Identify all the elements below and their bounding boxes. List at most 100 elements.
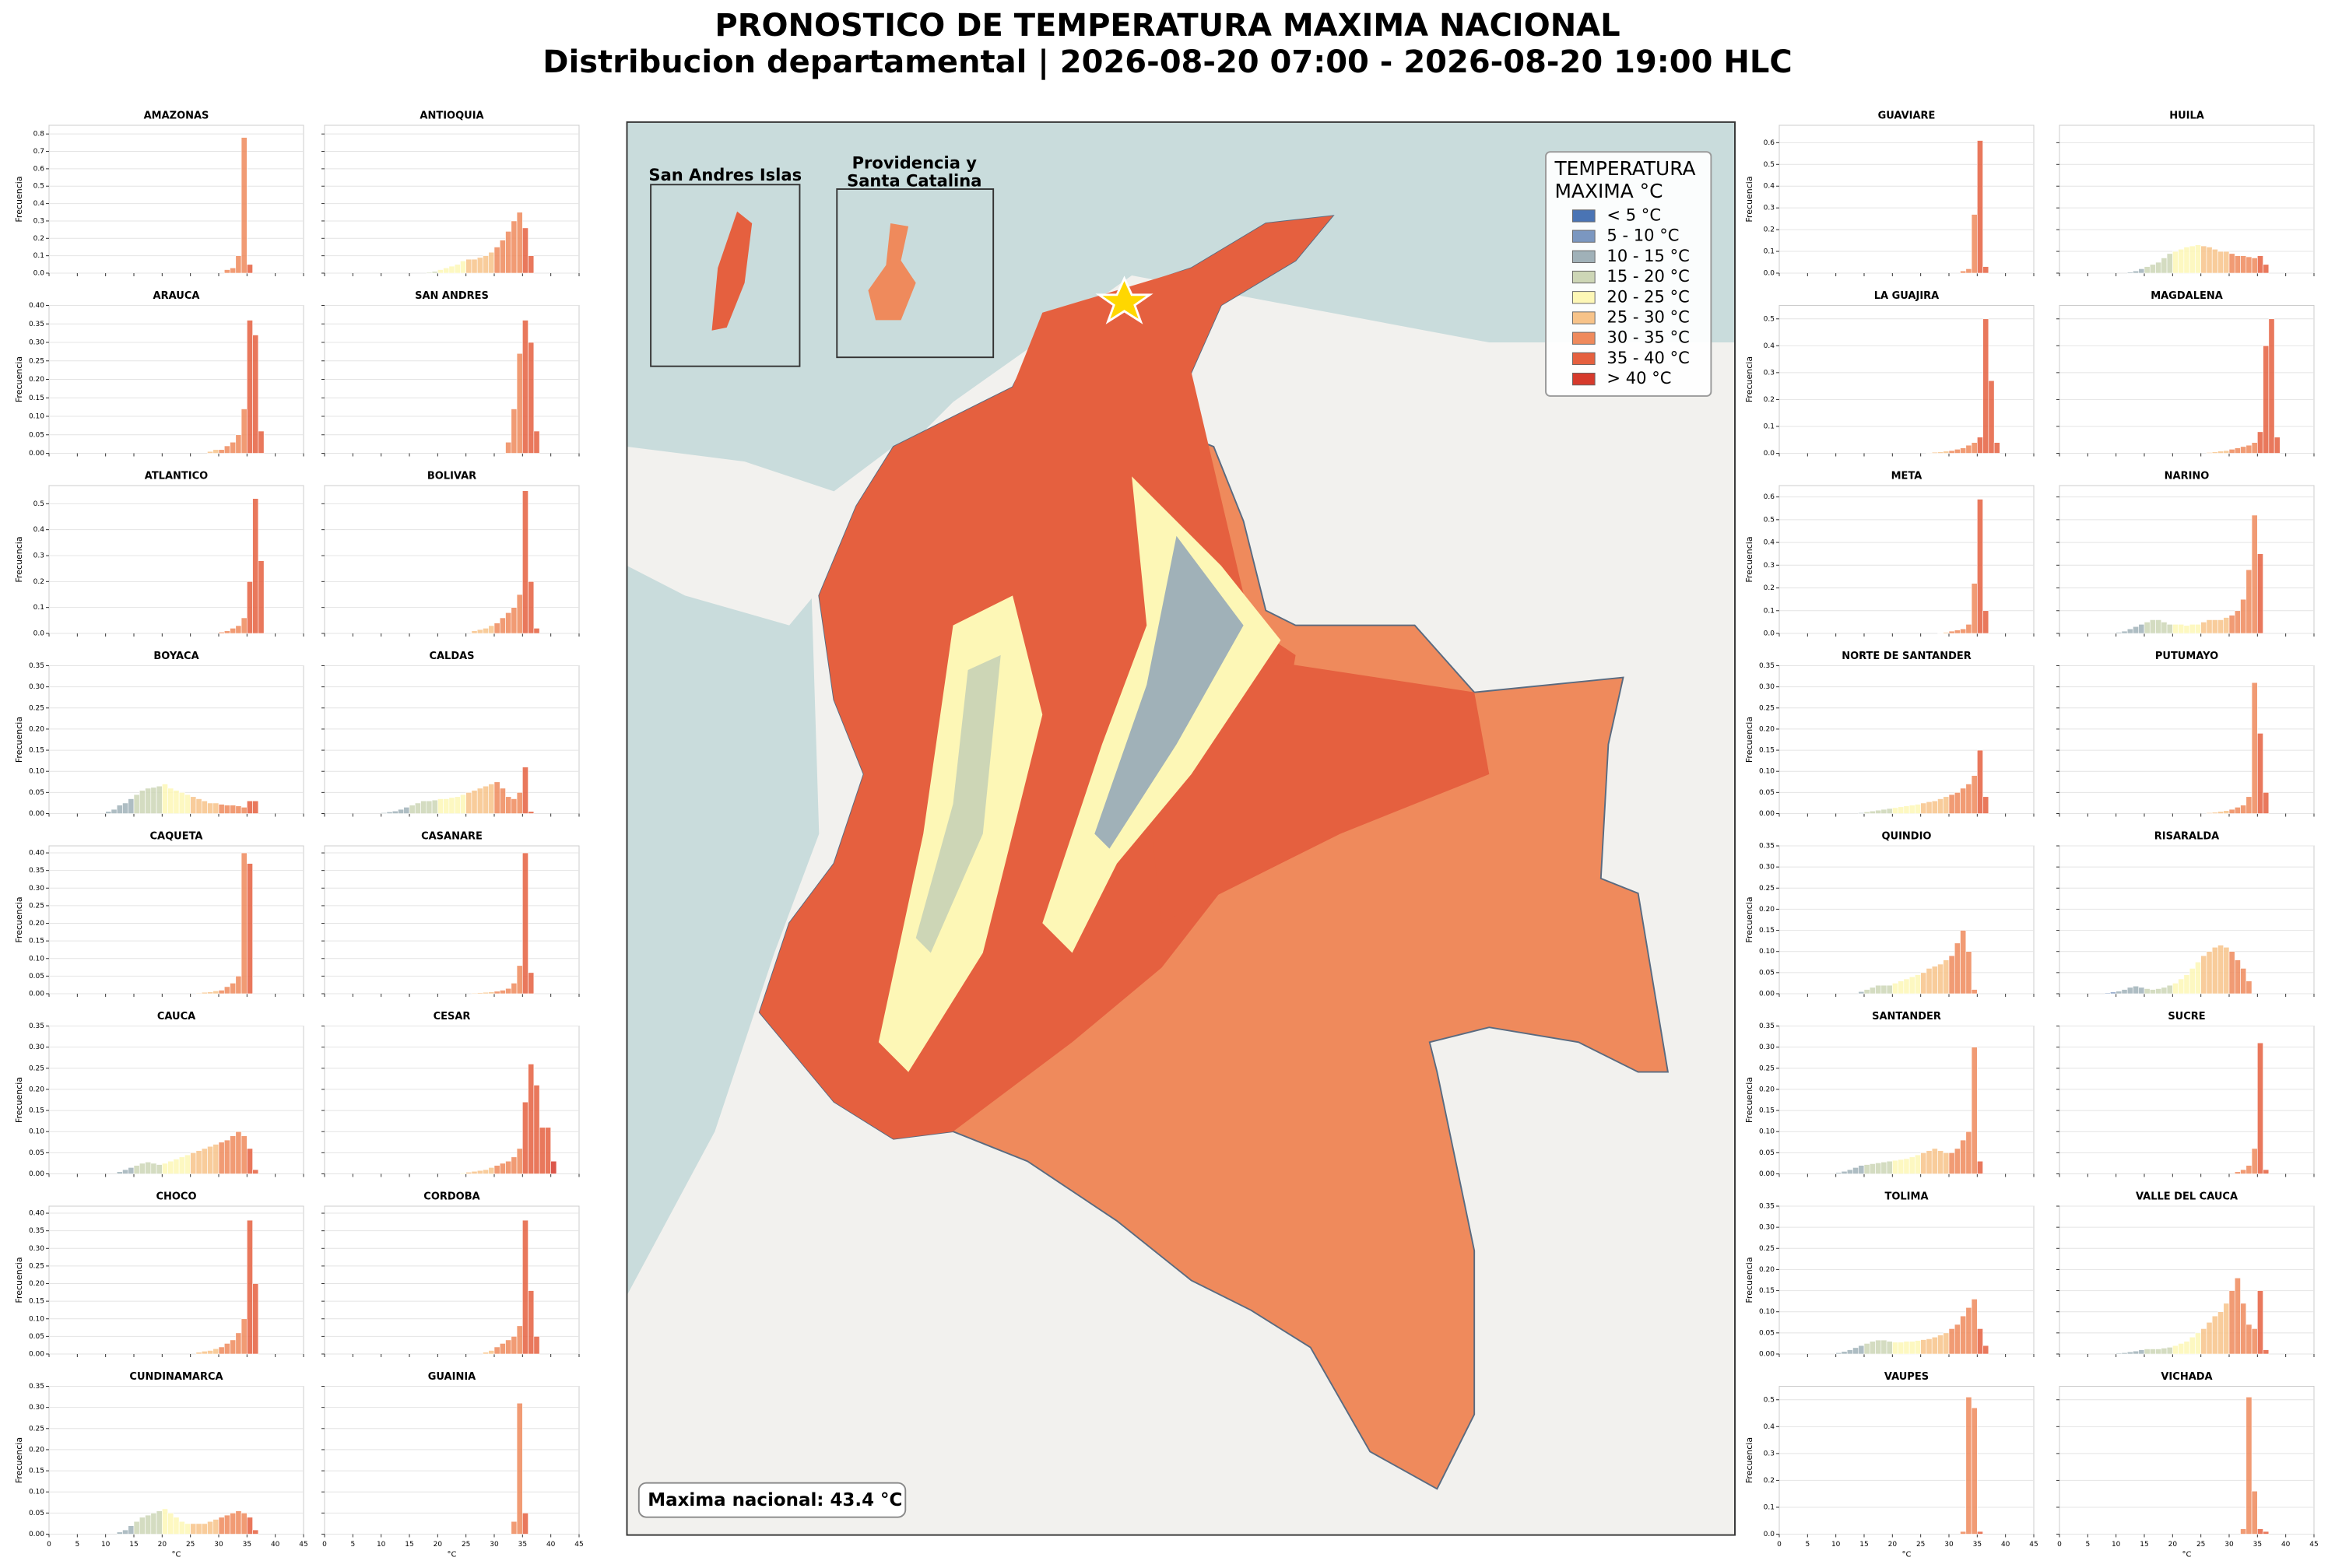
y-tick-label: 0.15: [29, 1468, 44, 1475]
panel-title: PUTUMAYO: [2155, 651, 2218, 662]
histogram: CUNDINAMARCA 0.00 0.05 0.10 0.15 0.20 0.25 0.30…: [14, 1371, 308, 1559]
y-tick-label: 0.05: [1759, 1149, 1775, 1157]
bar: [2217, 811, 2224, 814]
bar: [2155, 261, 2162, 274]
bar: [528, 972, 535, 994]
bar: [139, 790, 146, 814]
bar: [1965, 268, 1972, 274]
bar: [1903, 805, 1910, 814]
panel-title: CORDOBA: [423, 1191, 479, 1203]
bar: [1960, 930, 1967, 994]
bar: [247, 863, 253, 994]
y-tick-label: 0.7: [33, 148, 44, 156]
bar: [1846, 1349, 1853, 1355]
bar: [173, 1517, 180, 1535]
legend-swatch: [1571, 372, 1596, 386]
bar: [437, 269, 444, 274]
bar: [139, 1517, 146, 1535]
plot-area: [48, 125, 304, 274]
bar: [1982, 796, 1989, 814]
bar: [528, 1064, 535, 1174]
bar: [2263, 1349, 2270, 1355]
bar: [2183, 247, 2190, 274]
bar: [2206, 812, 2213, 814]
legend-label: 5 - 10 °C: [1606, 226, 1679, 245]
bar: [1926, 968, 1933, 994]
bar: [201, 1148, 208, 1174]
panel-title: ARAUCA: [153, 290, 200, 302]
max-marker: [1095, 275, 1153, 324]
bar: [2257, 1528, 2263, 1535]
bar: [2178, 1343, 2185, 1355]
plot-area: [48, 845, 304, 994]
bar: [2189, 968, 2196, 994]
bar: [1863, 1164, 1870, 1174]
histogram: RISARALDA: [2056, 831, 2315, 997]
panel-title: CASANARE: [421, 831, 483, 843]
bar: [252, 498, 259, 634]
plot-area: [2059, 1386, 2315, 1535]
bar: [1926, 1338, 1933, 1355]
y-tick-label: 0.30: [29, 885, 44, 893]
bar: [2245, 256, 2252, 274]
x-tick-label: 5: [75, 1541, 79, 1549]
y-axis-label: Frecuencia: [14, 1437, 24, 1483]
bar: [2240, 446, 2247, 454]
bar: [2155, 619, 2162, 634]
plot-area: [1778, 485, 2035, 634]
bar: [2245, 796, 2252, 814]
bar: [156, 1164, 163, 1174]
bar: [2251, 682, 2258, 814]
y-tick-label: 0.15: [1759, 747, 1775, 755]
bar: [2217, 251, 2224, 274]
bar: [522, 227, 528, 274]
x-tick-label: 15: [1859, 1541, 1868, 1549]
bar: [1954, 1148, 1961, 1174]
bar: [201, 1523, 208, 1535]
bar: [431, 799, 438, 814]
bar: [1954, 630, 1961, 634]
bar: [2138, 624, 2145, 634]
bar: [1931, 451, 1938, 454]
bar: [2268, 318, 2275, 454]
bar: [2263, 346, 2270, 454]
x-tick-label: 25: [2196, 1541, 2205, 1549]
bar: [1886, 808, 1893, 814]
panel-title: NORTE DE SANTANDER: [1842, 651, 1972, 662]
x-tick-label: 20: [1888, 1541, 1898, 1549]
x-tick-label: 45: [574, 1541, 583, 1549]
x-tick-label: 35: [518, 1541, 527, 1549]
map-frame: [626, 121, 1736, 1536]
y-tick-label: 0.20: [29, 376, 44, 384]
plot-area: [1778, 1026, 2035, 1174]
bar: [2257, 431, 2263, 454]
bar: [522, 320, 528, 454]
y-tick-label: 0.30: [1759, 1044, 1775, 1051]
plot-area: [2059, 1026, 2315, 1174]
bar: [145, 1162, 152, 1174]
y-tick-label: 0.30: [29, 683, 44, 691]
y-axis-label: Frecuencia: [14, 1077, 24, 1123]
bar: [2257, 255, 2263, 274]
y-tick-label: 0.25: [1759, 704, 1775, 712]
plot-area: [324, 1386, 580, 1535]
y-tick-label: 0.35: [29, 867, 44, 875]
x-tick-label: 45: [2309, 1541, 2318, 1549]
plot-area: [48, 485, 304, 634]
y-tick-label: 0.15: [29, 747, 44, 755]
y-tick-label: 0.35: [29, 1023, 44, 1030]
bar: [2263, 792, 2270, 814]
bar: [1982, 318, 1989, 454]
y-tick-label: 0.30: [29, 1044, 44, 1051]
bar: [511, 1521, 518, 1535]
histogram: PUTUMAYO: [2056, 651, 2315, 817]
bar: [162, 1508, 168, 1535]
y-tick-label: 0.00: [29, 1351, 44, 1359]
bar: [1971, 1047, 1978, 1174]
bar: [1954, 942, 1961, 994]
plot-area: [324, 845, 580, 994]
bar: [1835, 1172, 1842, 1174]
bar: [218, 449, 225, 454]
legend-swatch: [1571, 311, 1596, 324]
y-tick-label: 0.20: [29, 1280, 44, 1288]
